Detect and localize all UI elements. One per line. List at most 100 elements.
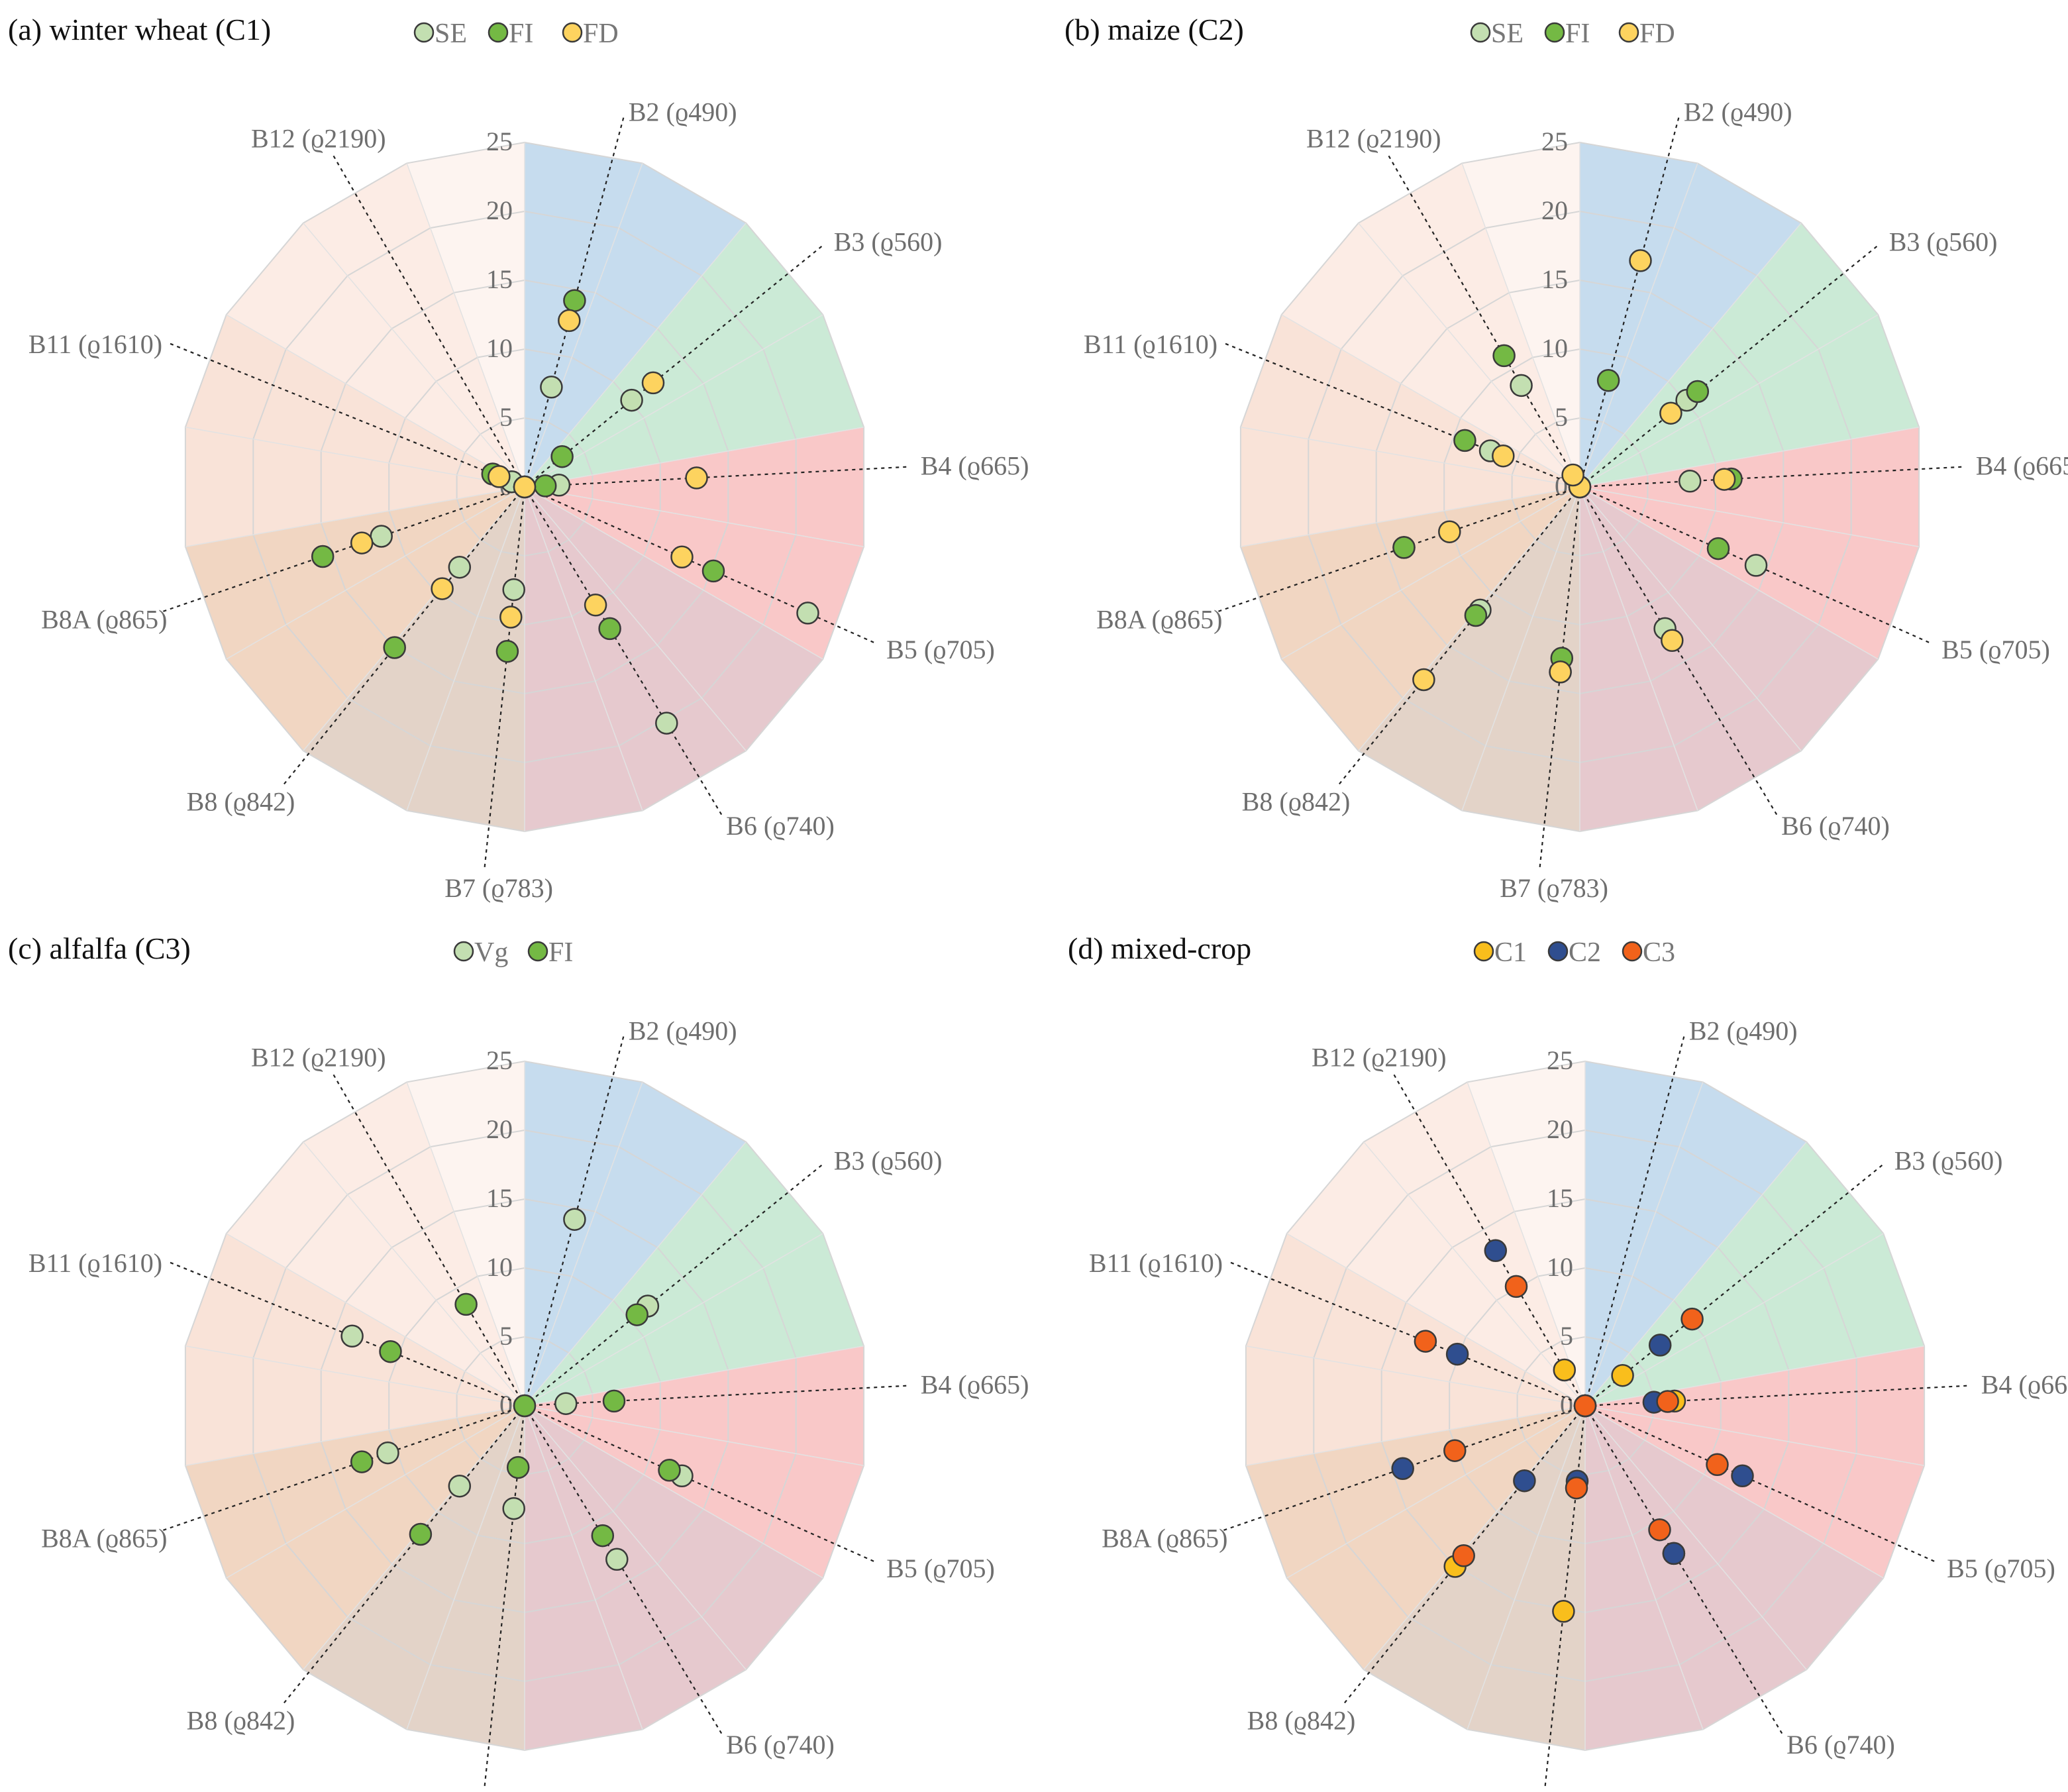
band-axis-label: B5 (ϱ705) <box>1947 1554 2055 1583</box>
band-axis-line <box>1584 1404 1938 1563</box>
legend-item-c2: C2 <box>1547 937 1601 968</box>
grid-spoke <box>406 1082 525 1406</box>
grid-spoke <box>524 1405 643 1730</box>
band-axis-line <box>281 1405 525 1707</box>
legend-item-c3: C3 <box>1622 937 1675 968</box>
band-axis-line <box>1214 486 1580 613</box>
data-point <box>1412 668 1435 692</box>
grid-spoke <box>524 223 747 488</box>
data-point <box>513 475 537 499</box>
grid-spoke <box>185 1405 525 1467</box>
band-axis-label: B2 (ϱ490) <box>629 1016 737 1045</box>
radial-tick-label: 15 <box>486 1183 513 1213</box>
data-point <box>602 1389 626 1413</box>
legend-label: C2 <box>1569 937 1601 968</box>
band-axis-line <box>484 486 526 871</box>
band-axis-label: B8 (ϱ842) <box>187 787 295 817</box>
band-axis-label: B8 (ϱ842) <box>1247 1706 1356 1736</box>
band-axis-line <box>524 1404 878 1563</box>
data-point <box>370 525 393 548</box>
band-axis-label: B6 (ϱ740) <box>1781 811 1890 841</box>
legend-item-se: SE <box>413 19 467 49</box>
band-axis-label: B6 (ϱ740) <box>726 811 835 841</box>
band-axis-line <box>1579 243 1881 488</box>
grid-spoke <box>524 486 823 660</box>
band-axis-line <box>524 1385 910 1407</box>
grid-spoke <box>1579 223 1802 488</box>
grid-spoke <box>303 1141 525 1406</box>
chart-title: (c) alfalfa (C3) <box>8 931 191 965</box>
band-axis-line <box>1579 486 1933 645</box>
band-axis-line <box>524 486 878 645</box>
radial-tick-label: 10 <box>486 333 513 363</box>
grid-spoke <box>1579 486 1920 548</box>
chart-title: (d) mixed-crop <box>1068 931 1251 965</box>
band-axis-line <box>1391 1071 1586 1406</box>
data-point <box>1656 1390 1679 1413</box>
legend-marker-se <box>1470 22 1491 43</box>
grid-spoke <box>524 1345 864 1406</box>
grid-spoke <box>226 486 525 660</box>
data-point <box>1452 1544 1475 1567</box>
band-axis-line <box>1219 1404 1586 1532</box>
band-axis-line <box>1578 114 1680 488</box>
legend-label: FD <box>583 19 619 49</box>
data-point <box>376 1441 399 1465</box>
legend-marker-se <box>413 22 435 43</box>
radial-tick-label: 10 <box>1541 333 1568 363</box>
band-axis-line <box>331 152 525 488</box>
band-axis-label: B3 (ϱ560) <box>834 227 943 257</box>
data-point <box>379 1340 402 1363</box>
data-point <box>1565 1476 1588 1500</box>
band-axis-label: B12 (ϱ2190) <box>1306 124 1441 154</box>
grid-spoke <box>524 314 823 488</box>
band-axis-line <box>166 341 525 488</box>
band-axis-label: B12 (ϱ2190) <box>251 1043 386 1073</box>
data-point <box>1686 380 1710 403</box>
band-axis-line <box>1227 1260 1586 1407</box>
data-point <box>454 1292 478 1316</box>
legend-label: FI <box>509 19 533 49</box>
legend-marker-c2 <box>1547 941 1569 962</box>
grid-spoke <box>1467 1405 1586 1730</box>
band-axis-label: B2 (ϱ490) <box>1684 97 1792 127</box>
data-point <box>1492 444 1515 468</box>
radial-tick-label: 15 <box>1547 1183 1573 1213</box>
grid-spoke <box>406 1405 525 1730</box>
data-point <box>658 1459 681 1482</box>
grid-spoke <box>226 314 525 488</box>
grid-spoke <box>1579 314 1879 488</box>
grid-spoke <box>1281 314 1580 488</box>
data-point <box>499 606 523 629</box>
data-point <box>1510 374 1533 397</box>
band-axis-label: B3 (ϱ560) <box>1894 1146 2003 1176</box>
band-axis-line <box>524 1162 825 1406</box>
band-axis-label: B5 (ϱ705) <box>886 635 995 664</box>
data-point <box>506 1455 530 1479</box>
band-axis-line <box>524 466 910 488</box>
band-axis-label: B11 (ϱ1610) <box>1084 329 1217 359</box>
band-axis-line <box>1579 466 1965 488</box>
band-axis-line <box>281 486 525 788</box>
legend-marker-c1 <box>1473 941 1494 962</box>
legend-label: SE <box>1491 19 1524 49</box>
data-point <box>1731 1464 1754 1488</box>
grid-spoke <box>1584 1233 1884 1406</box>
data-point <box>1678 470 1702 493</box>
band-axis-line <box>1221 341 1580 488</box>
data-point <box>1392 536 1416 559</box>
data-point <box>533 474 557 498</box>
band-axis-label: B11 (ϱ1610) <box>28 329 162 359</box>
grid-spoke <box>1584 1405 1884 1579</box>
grid-spoke <box>1579 426 1920 488</box>
radial-tick-label: 10 <box>1547 1252 1573 1282</box>
grid-spoke <box>226 1405 525 1579</box>
band-axis-label: B12 (ϱ2190) <box>251 124 386 154</box>
data-point <box>1596 369 1620 392</box>
data-point <box>1484 1239 1508 1263</box>
band-axis-line <box>484 1405 526 1790</box>
band-axis-label: B12 (ϱ2190) <box>1312 1043 1447 1073</box>
data-point <box>1659 401 1682 425</box>
radial-tick-label: 20 <box>486 1114 513 1144</box>
grid-spoke <box>1584 1082 1704 1406</box>
